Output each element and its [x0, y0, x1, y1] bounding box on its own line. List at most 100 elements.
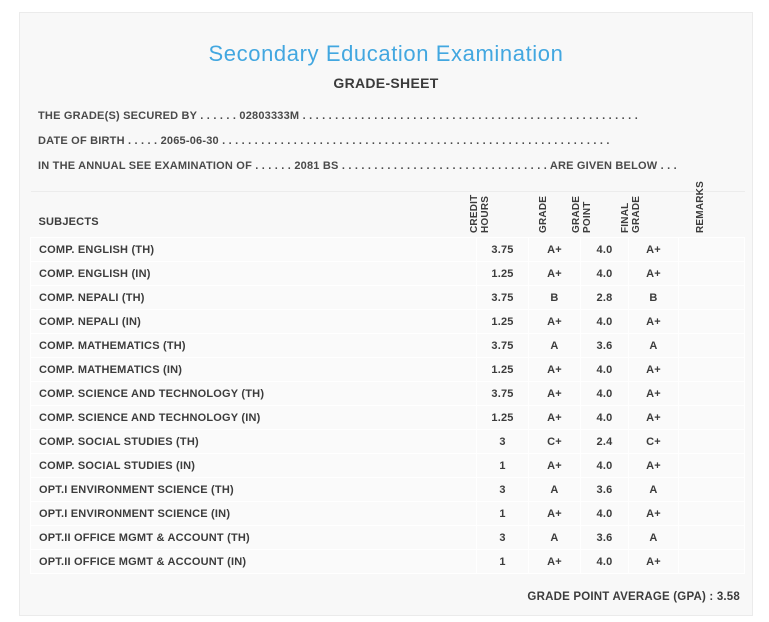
remarks-cell: [678, 357, 745, 382]
subject-cell: COMP. MATHEMATICS (TH): [30, 333, 477, 358]
remarks-cell: [678, 477, 745, 502]
dot-leader: . . .: [660, 160, 677, 172]
credit-hours-cell: 3: [476, 525, 529, 550]
remarks-cell: [678, 261, 745, 286]
grade-cell: A: [528, 525, 581, 550]
subject-cell: OPT.I ENVIRONMENT SCIENCE (TH): [30, 477, 477, 502]
grade-point-cell: 4.0: [580, 357, 629, 382]
final-grade-cell: A: [628, 333, 679, 358]
remarks-cell: [678, 309, 745, 334]
column-header-label: FINAL GRADE: [619, 195, 642, 233]
subject-cell: COMP. ENGLISH (TH): [30, 237, 477, 262]
table-row: COMP. SCIENCE AND TECHNOLOGY (TH) 3.75 A+ 4…: [30, 381, 745, 406]
final-grade-cell: C+: [628, 429, 679, 454]
grade-point-cell: 4.0: [580, 405, 629, 430]
credit-hours-cell: 1.25: [476, 357, 529, 382]
dot-leader: . . . . . . . . . . . . . . . . . . . . …: [341, 160, 547, 172]
final-grade-cell: A+: [628, 405, 679, 430]
final-grade-cell: A: [628, 477, 679, 502]
remarks-cell: [678, 333, 745, 358]
table-row: OPT.I ENVIRONMENT SCIENCE (IN) 1 A+ 4.0 A+: [30, 501, 745, 526]
credit-hours-cell: 1: [476, 549, 529, 574]
final-grade-cell: A+: [628, 237, 679, 262]
column-header-label: REMARKS: [694, 181, 706, 233]
grade-cell: A+: [528, 381, 581, 406]
credit-hours-cell: 3.75: [476, 333, 529, 358]
credit-hours-cell: 3.75: [476, 381, 529, 406]
dot-leader: . . . . .: [128, 135, 158, 147]
grade-point-cell: 4.0: [580, 453, 629, 478]
column-header-label: GRADE: [537, 195, 549, 233]
grade-cell: A+: [528, 261, 581, 286]
table-header-row: SUBJECTS CREDIT HOURS GRADE GRADE POINT …: [30, 181, 745, 238]
grade-cell: B: [528, 285, 581, 310]
table-row: COMP. SOCIAL STUDIES (IN) 1 A+ 4.0 A+: [30, 453, 745, 478]
remarks-cell: [678, 381, 745, 406]
grade-point-cell: 3.6: [580, 525, 629, 550]
table-row: COMP. NEPALI (TH) 3.75 B 2.8 B: [30, 285, 745, 310]
table-row: COMP. SOCIAL STUDIES (TH) 3 C+ 2.4 C+: [30, 429, 745, 454]
final-grade-cell: A+: [628, 549, 679, 574]
credit-hours-cell: 3: [476, 429, 529, 454]
remarks-cell: [678, 549, 745, 574]
subject-cell: COMP. ENGLISH (IN): [30, 261, 477, 286]
dot-leader: . . . . . .: [255, 160, 292, 172]
dot-leader: . . . . . . . . . . . . . . . . . . . . …: [222, 135, 610, 147]
table-row: COMP. ENGLISH (TH) 3.75 A+ 4.0 A+: [30, 237, 745, 262]
grade-cell: A: [528, 333, 581, 358]
remarks-cell: [678, 405, 745, 430]
credit-hours-cell: 1.25: [476, 261, 529, 286]
info-line-date-of-birth: DATE OF BIRTH . . . . . 2065-06-30 . . .…: [38, 129, 680, 154]
grade-point-cell: 4.0: [580, 381, 629, 406]
final-grade-cell: A+: [628, 261, 679, 286]
grade-cell: A+: [528, 405, 581, 430]
subject-cell: OPT.II OFFICE MGMT & ACCOUNT (IN): [30, 549, 477, 574]
page-title: Secondary Education Examination: [208, 41, 564, 66]
grade-point-cell: 4.0: [580, 549, 629, 574]
table-row: OPT.II OFFICE MGMT & ACCOUNT (TH) 3 A 3.6 A: [30, 525, 745, 550]
grade-sheet-panel: Secondary Education Examination GRADE-SH…: [19, 12, 753, 616]
subject-cell: OPT.II OFFICE MGMT & ACCOUNT (TH): [30, 525, 477, 550]
final-grade-cell: A+: [628, 501, 679, 526]
remarks-cell: [678, 237, 745, 262]
grade-cell: C+: [528, 429, 581, 454]
credit-hours-cell: 3.75: [476, 285, 529, 310]
column-header-credit-hours: CREDIT HOURS: [469, 191, 529, 238]
table-row: COMP. MATHEMATICS (IN) 1.25 A+ 4.0 A+: [30, 357, 745, 382]
remarks-cell: [678, 285, 745, 310]
grade-cell: A+: [528, 549, 581, 574]
grade-point-cell: 2.8: [580, 285, 629, 310]
grade-cell: A+: [528, 501, 581, 526]
info-label: DATE OF BIRTH: [38, 135, 125, 147]
grade-cell: A: [528, 477, 581, 502]
final-grade-cell: B: [628, 285, 679, 310]
grade-cell: A+: [528, 453, 581, 478]
grade-cell: A+: [528, 237, 581, 262]
grade-point-cell: 4.0: [580, 309, 629, 334]
date-of-birth-value: 2065-06-30: [160, 135, 219, 147]
grade-point-cell: 4.0: [580, 501, 629, 526]
grade-point-cell: 4.0: [580, 261, 629, 286]
credit-hours-cell: 1.25: [476, 309, 529, 334]
subject-cell: COMP. SCIENCE AND TECHNOLOGY (IN): [30, 405, 477, 430]
credit-hours-cell: 1: [476, 501, 529, 526]
grade-cell: A+: [528, 357, 581, 382]
final-grade-cell: A+: [628, 453, 679, 478]
credit-hours-cell: 1.25: [476, 405, 529, 430]
column-header-label: GRADE POINT: [570, 195, 593, 233]
subject-cell: OPT.I ENVIRONMENT SCIENCE (IN): [30, 501, 477, 526]
page-subtitle: GRADE-SHEET: [333, 75, 439, 91]
credit-hours-cell: 3.75: [476, 237, 529, 262]
symbol-number-value: 02803333M: [239, 110, 300, 122]
final-grade-cell: A+: [628, 381, 679, 406]
subject-cell: COMP. NEPALI (IN): [30, 309, 477, 334]
final-grade-cell: A+: [628, 357, 679, 382]
subject-cell: COMP. NEPALI (TH): [30, 285, 477, 310]
subject-cell: COMP. MATHEMATICS (IN): [30, 357, 477, 382]
subject-cell: COMP. SOCIAL STUDIES (TH): [30, 429, 477, 454]
column-header-label: CREDIT HOURS: [468, 194, 491, 233]
subject-cell: COMP. SCIENCE AND TECHNOLOGY (TH): [30, 381, 477, 406]
column-header-subjects: SUBJECTS: [30, 191, 477, 238]
table-row: OPT.II OFFICE MGMT & ACCOUNT (IN) 1 A+ 4.0 A…: [30, 549, 745, 574]
grades-table: SUBJECTS CREDIT HOURS GRADE GRADE POINT …: [30, 181, 745, 574]
